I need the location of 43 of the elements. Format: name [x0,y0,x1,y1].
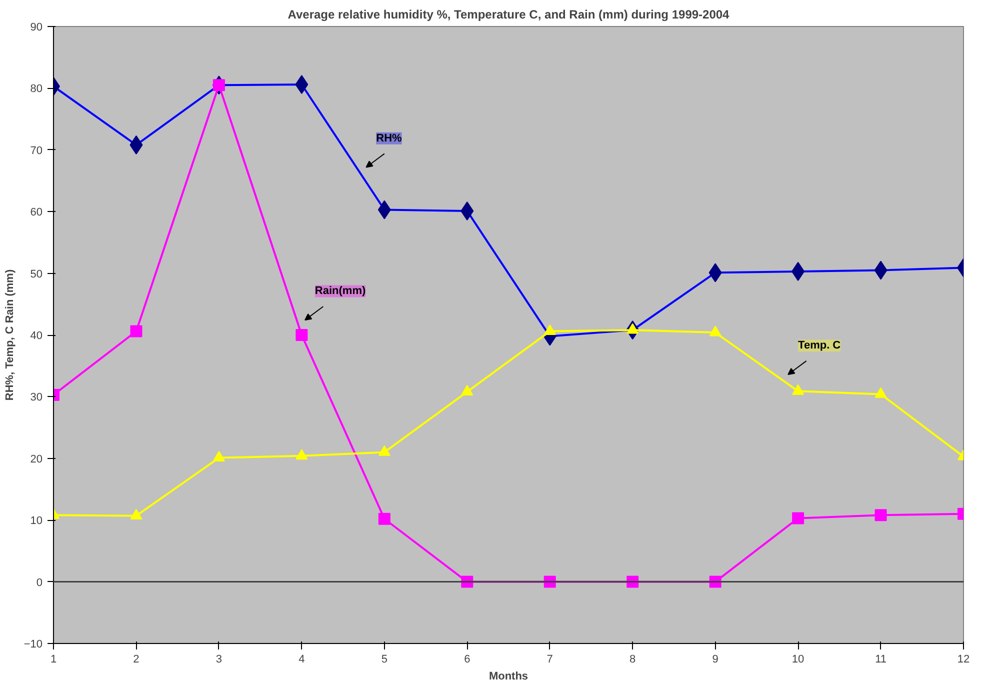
y-tick-label: 90 [30,22,43,34]
point [544,324,556,335]
x-tick-label: 1 [50,654,57,666]
point [130,508,142,520]
x-tick-label: 8 [630,654,636,666]
x-tick-label: 10 [792,654,804,666]
point [378,445,390,456]
y-tick-label: 50 [30,268,43,280]
y-tick-label: 80 [30,83,43,96]
point [378,512,390,525]
point [874,509,887,522]
x-tick-label: 4 [298,654,305,666]
y-tick-label: 60 [30,206,43,219]
chart-title: Average relative humidity %, Temperature C, and Rain (mm) during 1999-2004 [288,8,730,22]
x-tick-label: 11 [875,654,886,666]
x-axis-title: Months [488,670,528,682]
y-tick-label: 10 [30,515,43,528]
y-axis-title: RH%, Temp, C Rain (mm) [4,269,16,401]
x-tick-label: 2 [133,654,140,666]
x-tick-label: 5 [381,654,388,666]
x-tick-label: 7 [546,654,553,666]
point [792,512,804,524]
y-tick-label: 30 [30,392,43,404]
point [874,387,887,398]
point [792,384,804,395]
point [212,450,225,462]
x-tick-label: 9 [712,654,718,666]
point [461,384,474,396]
x-tick-label: 12 [957,654,970,666]
text: RH% [376,132,402,144]
y-tick-label: 20 [30,453,43,466]
point [709,326,722,336]
y-tick-label: 70 [30,144,43,157]
y-tick-label: 0 [36,576,43,589]
point [296,329,308,341]
point [130,325,142,338]
y-tick-label: −10 [24,638,43,650]
y-tick-label: 40 [30,330,43,342]
x-tick-label: 6 [464,654,470,666]
text: Temp. C [798,340,841,352]
point [296,449,308,460]
x-tick-label: 3 [216,654,222,666]
text: Rain(mm) [314,285,366,298]
